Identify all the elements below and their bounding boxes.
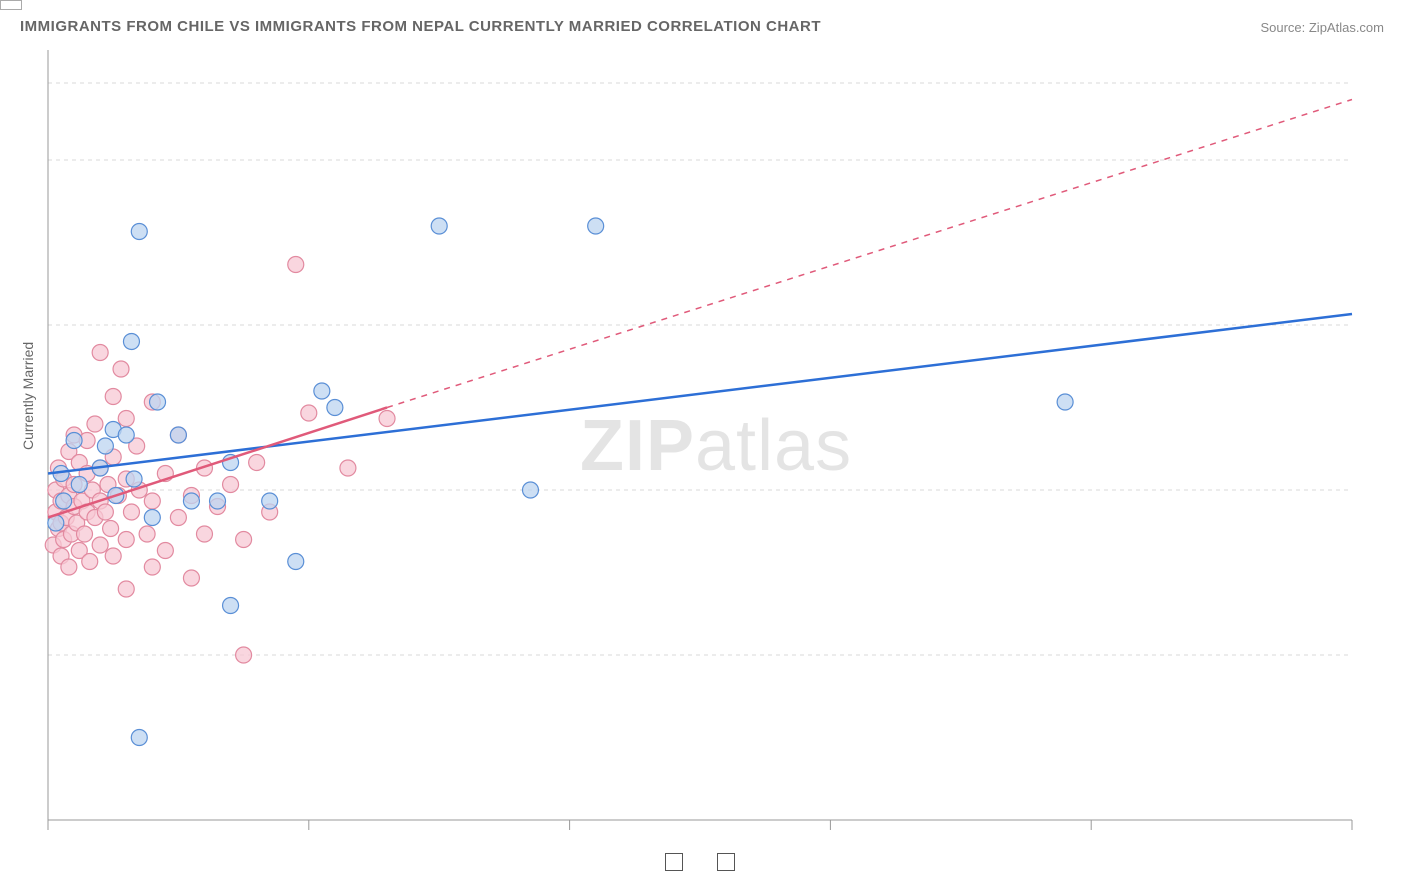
legend-item-nepal bbox=[717, 853, 741, 871]
correlation-legend bbox=[0, 0, 22, 10]
chart-svg bbox=[0, 0, 1406, 892]
legend-swatch-icon bbox=[665, 853, 683, 871]
series-legend bbox=[0, 853, 1406, 874]
legend-swatch-icon bbox=[717, 853, 735, 871]
chart-container: IMMIGRANTS FROM CHILE VS IMMIGRANTS FROM… bbox=[0, 0, 1406, 892]
legend-item-chile bbox=[665, 853, 689, 871]
